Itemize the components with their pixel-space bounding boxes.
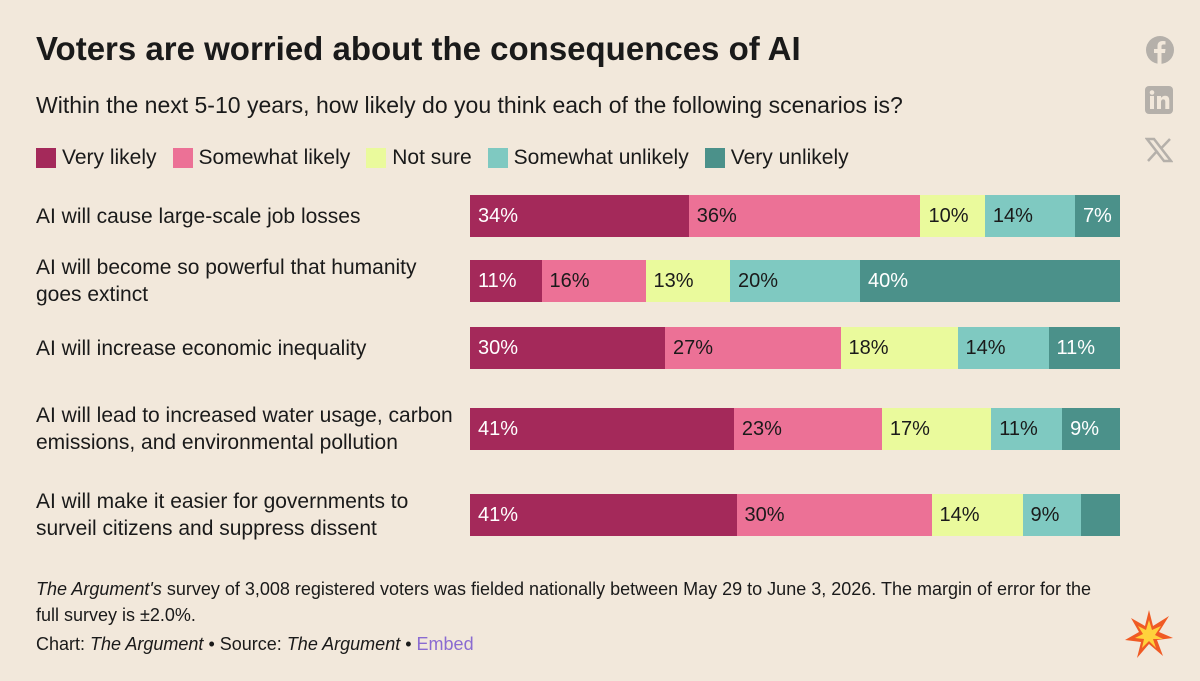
bar-segment: 27% [665,327,841,369]
notes: The Argument's survey of 3,008 registere… [36,576,1096,628]
bar-track: 41% 23% 17% 11% 9% [470,408,1120,450]
bar-segment: 36% [688,195,921,237]
bar-row: AI will cause large-scale job losses 34% 3… [36,195,1121,237]
value-label: 16% [549,269,590,292]
bar-track: 11% 16% 13% 20% 40% [470,260,1120,302]
separator: • [405,634,412,654]
value-label: 36% [696,204,737,227]
chart-subtitle: Within the next 5-10 years, how likely d… [36,92,903,118]
value-label: 13% [653,269,694,292]
legend-item: Very likely [36,146,157,170]
bar-segment: 14% [957,327,1049,369]
chart-title: Voters are worried about the consequence… [36,30,801,67]
legend: Very likely Somewhat likely Not sure Somewh… [36,146,849,170]
credit-label: Chart: [36,634,86,654]
bar-segment: 11% [1048,327,1120,369]
bar-segment: 17% [881,408,992,450]
bar-track: 41% 30% 14% 9% [470,494,1120,536]
value-label: 9% [1070,417,1099,440]
bar-segment: 18% [840,327,958,369]
x-icon[interactable] [1145,137,1173,163]
credit: Chart: The Argument • Source: The Argume… [36,634,474,655]
value-label: 14% [992,204,1033,227]
value-label: 41% [478,503,519,526]
bar-segment: 40% [860,260,1120,302]
bar-segment: 30% [470,327,665,369]
category-label: AI will increase economic inequality [36,336,367,360]
bar-segment: 13% [645,260,730,302]
source-label: • Source: [208,634,282,654]
category-label: AI will lead to increased water usage, c… [36,404,453,454]
bar-segment: 41% [470,408,734,450]
category-label: AI will make it easier for governments t… [36,490,409,540]
legend-swatch [36,148,56,168]
bar-segment: 16% [541,260,646,302]
legend-item: Somewhat likely [172,146,351,170]
note-text: survey of 3,008 registered voters was fi… [36,579,1092,625]
bar-row: AI will become so powerful that humanity… [36,256,1121,306]
value-label: 11% [478,269,517,292]
logo[interactable] [1123,608,1175,660]
value-label: 14% [939,503,980,526]
credit-chart: The Argument [90,634,204,654]
legend-label: Not sure [392,146,472,169]
bar-segment: 23% [733,408,882,450]
note-italic: The Argument's [36,579,162,599]
bar-row: AI will increase economic inequality 30% 2… [36,327,1121,369]
value-label: 40% [868,269,909,292]
bar-segment: 7% [1074,195,1120,237]
legend-label: Somewhat unlikely [513,146,689,169]
legend-swatch [366,148,387,168]
bar-segment: 14% [984,195,1075,237]
legend-label: Very likely [62,146,157,169]
value-label: 11% [1056,336,1096,359]
value-label: 20% [738,269,779,292]
bar-segment: 34% [470,195,689,237]
category-label: AI will cause large-scale job losses [36,204,361,228]
value-label: 41% [478,417,519,440]
legend-label: Somewhat likely [198,146,351,169]
bar-segment: 20% [730,260,860,302]
bar-segment: 14% [931,494,1023,536]
value-label: 10% [928,204,969,227]
legend-label: Very unlikely [730,146,849,169]
value-label: 9% [1030,503,1060,526]
legend-item: Somewhat unlikely [487,146,689,170]
value-label: 11% [999,417,1038,440]
value-label: 14% [965,336,1006,359]
bar-segment: 41% [470,494,737,536]
embed-link[interactable]: Embed [416,634,474,654]
bar-segment: 10% [920,195,985,237]
legend-swatch [172,148,193,168]
source: The Argument [286,634,401,654]
legend-item: Not sure [366,146,472,170]
value-label: 27% [673,336,714,359]
legend-swatch [704,148,725,168]
value-label: 23% [741,417,782,440]
bar-segment: 11% [470,260,542,302]
legend-item: Very unlikely [704,146,849,170]
bar-segment: 11% [991,408,1063,450]
bar-row: AI will make it easier for governments t… [36,490,1121,540]
bar-row: AI will lead to increased water usage, c… [36,404,1121,454]
legend-swatch [487,148,508,168]
category-label: AI will become so powerful that humanity… [36,256,417,306]
bar-track: 34% 36% 10% 14% 7% [470,195,1120,237]
value-label: 7% [1082,204,1112,227]
value-label: 34% [478,204,519,227]
value-label: 17% [889,417,930,440]
bar-segment: 9% [1022,494,1081,536]
value-label: 30% [744,503,785,526]
value-label: 30% [478,336,519,359]
value-label: 18% [848,336,889,359]
bar-segment: 9% [1062,408,1120,450]
bar-segment: 30% [736,494,932,536]
bar-track: 30% 27% 18% 14% 11% [470,327,1120,369]
linkedin-icon[interactable] [1145,86,1173,114]
bar-segment [1081,494,1120,536]
facebook-icon[interactable] [1145,35,1175,65]
